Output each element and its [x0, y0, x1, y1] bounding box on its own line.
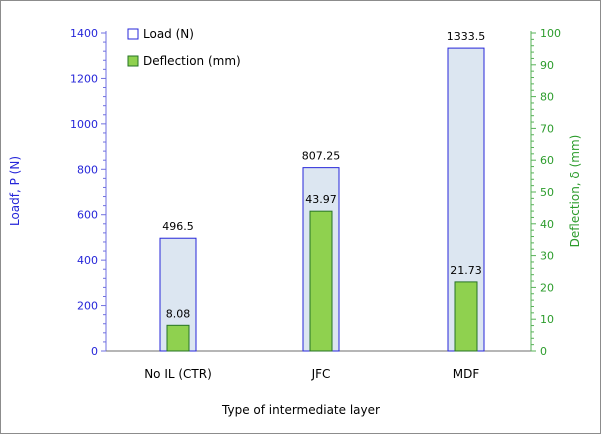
- left-tick-label: 200: [77, 300, 98, 313]
- load-value-label: 496.5: [162, 220, 194, 233]
- right-axis: 0 10 20 30 40 50 60 70 80 90 100: [530, 27, 561, 358]
- left-tick-label: 1400: [70, 27, 98, 40]
- bar-labels: 496.5 8.08 807.25 43.97 1333.5 21.73: [162, 30, 485, 320]
- legend-deflection-label: Deflection (mm): [143, 54, 241, 68]
- deflection-value-label: 43.97: [305, 193, 337, 206]
- deflection-bar: [309, 210, 333, 352]
- deflection-bar: [166, 324, 190, 352]
- right-axis-title: Deflection, δ (mm): [568, 135, 582, 248]
- right-tick-label: 100: [540, 27, 561, 40]
- right-tick-label: 10: [540, 313, 554, 326]
- legend-load-label: Load (N): [143, 27, 194, 41]
- category-labels: No IL (CTR) JFC MDF: [144, 367, 479, 381]
- legend-deflection-swatch: [127, 55, 139, 67]
- right-tick-label: 70: [540, 122, 554, 135]
- right-tick-label: 40: [540, 218, 554, 231]
- left-tick-label: 1000: [70, 118, 98, 131]
- category-label: MDF: [453, 367, 480, 381]
- left-axis-title: Loadf, P (N): [8, 156, 22, 226]
- right-tick-label: 60: [540, 154, 554, 167]
- deflection-value-label: 8.08: [166, 307, 191, 320]
- load-value-label: 1333.5: [447, 30, 486, 43]
- category-label: No IL (CTR): [144, 367, 212, 381]
- deflection-value-label: 21.73: [450, 264, 482, 277]
- x-axis-title: Type of intermediate layer: [221, 403, 380, 417]
- right-tick-label: 0: [540, 345, 547, 358]
- deflection-bar: [454, 281, 478, 352]
- legend: Load (N) Deflection (mm): [127, 27, 241, 68]
- right-tick-label: 90: [540, 59, 554, 72]
- left-tick-label: 0: [91, 345, 98, 358]
- left-tick-label: 1200: [70, 72, 98, 85]
- legend-load-swatch: [127, 28, 139, 40]
- right-tick-label: 20: [540, 281, 554, 294]
- right-tick-label: 50: [540, 186, 554, 199]
- right-tick-label: 80: [540, 91, 554, 104]
- bars: [159, 47, 485, 352]
- right-tick-label: 30: [540, 250, 554, 263]
- load-value-label: 807.25: [302, 150, 341, 163]
- category-label: JFC: [311, 367, 331, 381]
- left-tick-label: 400: [77, 254, 98, 267]
- left-tick-label: 600: [77, 209, 98, 222]
- left-tick-label: 800: [77, 163, 98, 176]
